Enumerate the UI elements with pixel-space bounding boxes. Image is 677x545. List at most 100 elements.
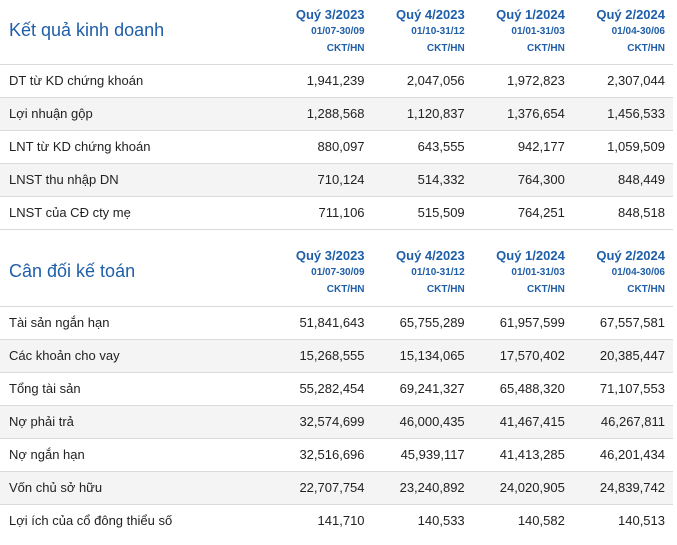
table-row: DT từ KD chứng khoán 1,941,239 2,047,056… xyxy=(0,63,673,97)
row-value: 61,957,599 xyxy=(472,305,573,339)
financial-summary: Kết quả kinh doanh Quý 3/2023 01/07-30/0… xyxy=(0,0,673,537)
row-label: LNST thu nhập DN xyxy=(0,162,273,196)
row-label: Lợi ích của cổ đông thiểu số xyxy=(0,503,273,537)
row-value: 764,251 xyxy=(472,195,573,229)
quarter-link[interactable]: Quý 4/2023 xyxy=(396,247,465,263)
row-value: 20,385,447 xyxy=(572,338,673,372)
table-row: Nợ phải trả 32,574,699 46,000,435 41,467… xyxy=(0,404,673,438)
date-range: 01/04-30/06 xyxy=(611,26,665,37)
row-value: 65,488,320 xyxy=(472,371,573,405)
row-value: 71,107,553 xyxy=(572,371,673,405)
row-value: 41,413,285 xyxy=(472,437,573,471)
row-value: 32,574,699 xyxy=(272,404,373,438)
row-value: 67,557,581 xyxy=(572,305,673,339)
table-row: LNT từ KD chứng khoán 880,097 643,555 94… xyxy=(0,129,673,163)
row-value: 848,449 xyxy=(572,162,673,196)
row-value: 1,059,509 xyxy=(572,129,673,163)
row-value: 32,516,696 xyxy=(272,437,373,471)
column-header[interactable]: Quý 4/2023 01/10-31/12 CKT/HN xyxy=(373,0,473,64)
row-value: 15,268,555 xyxy=(272,338,373,372)
row-value: 51,841,643 xyxy=(272,305,373,339)
quarter-link[interactable]: Quý 1/2024 xyxy=(496,7,565,22)
section-title: Cân đối kế toán xyxy=(9,260,136,281)
row-value: 46,267,811 xyxy=(572,404,673,438)
row-value: 46,000,435 xyxy=(372,404,473,438)
unit-label: CKT/HN xyxy=(627,283,665,295)
row-value: 1,288,568 xyxy=(272,96,373,130)
table-row: Tài sản ngắn hạn 51,841,643 65,755,289 6… xyxy=(0,305,673,339)
column-header[interactable]: Quý 1/2024 01/01-31/03 CKT/HN xyxy=(473,0,573,64)
row-label: Vốn chủ sở hữu xyxy=(0,470,273,504)
row-value: 848,518 xyxy=(572,195,673,229)
date-range: 01/04-30/06 xyxy=(611,266,665,278)
table-row: Nợ ngắn hạn 32,516,696 45,939,117 41,413… xyxy=(0,437,673,471)
row-value: 1,456,533 xyxy=(572,96,673,130)
quarter-link[interactable]: Quý 2/2024 xyxy=(596,247,665,263)
date-range: 01/10-31/12 xyxy=(411,266,465,278)
unit-label: CKT/HN xyxy=(527,283,565,295)
row-label: LNT từ KD chứng khoán xyxy=(0,129,273,163)
table-row: LNST thu nhập DN 710,124 514,332 764,300… xyxy=(0,162,673,196)
row-value: 2,047,056 xyxy=(372,63,473,97)
row-value: 55,282,454 xyxy=(272,371,373,405)
row-value: 514,332 xyxy=(372,162,473,196)
row-value: 24,020,905 xyxy=(472,470,573,504)
row-value: 764,300 xyxy=(472,162,573,196)
quarter-link[interactable]: Quý 3/2023 xyxy=(295,7,365,22)
row-value: 141,710 xyxy=(272,503,373,537)
row-value: 69,241,327 xyxy=(372,371,473,405)
row-label: Tài sản ngắn hạn xyxy=(0,305,273,339)
row-value: 140,582 xyxy=(472,503,573,537)
row-label: Nợ phải trả xyxy=(0,404,273,438)
date-range: 01/07-30/09 xyxy=(311,266,365,278)
quarter-link[interactable]: Quý 1/2024 xyxy=(496,247,565,263)
row-value: 140,533 xyxy=(372,503,473,537)
quarter-link[interactable]: Quý 3/2023 xyxy=(295,247,365,263)
date-range: 01/01-31/03 xyxy=(511,26,565,37)
column-header[interactable]: Quý 2/2024 01/04-30/06 CKT/HN xyxy=(573,0,673,64)
table-row: Lợi ích của cổ đông thiểu số 141,710 140… xyxy=(0,503,673,537)
row-label: Lợi nhuận gộp xyxy=(0,96,273,130)
row-value: 710,124 xyxy=(272,162,373,196)
row-value: 140,513 xyxy=(572,503,673,537)
unit-label: CKT/HN xyxy=(426,283,465,295)
row-label: Các khoản cho vay xyxy=(0,338,273,372)
row-value: 65,755,289 xyxy=(372,305,473,339)
table-row: LNST của CĐ cty mẹ 711,106 515,509 764,2… xyxy=(0,195,673,229)
row-value: 23,240,892 xyxy=(372,470,473,504)
column-header[interactable]: Quý 1/2024 01/01-31/03 CKT/HN xyxy=(473,229,573,306)
unit-label: CKT/HN xyxy=(627,43,665,54)
table-row: Tổng tài sản 55,282,454 69,241,327 65,48… xyxy=(0,371,673,405)
row-label: LNST của CĐ cty mẹ xyxy=(0,195,273,229)
table-row: Các khoản cho vay 15,268,555 15,134,065 … xyxy=(0,338,673,372)
row-value: 942,177 xyxy=(472,129,573,163)
row-value: 515,509 xyxy=(372,195,473,229)
row-value: 880,097 xyxy=(272,129,373,163)
row-value: 22,707,754 xyxy=(272,470,373,504)
table-row: Lợi nhuận gộp 1,288,568 1,120,837 1,376,… xyxy=(0,96,673,130)
row-value: 1,376,654 xyxy=(472,96,573,130)
row-value: 45,939,117 xyxy=(372,437,473,471)
column-header[interactable]: Quý 3/2023 01/07-30/09 CKT/HN xyxy=(272,0,372,64)
row-value: 41,467,415 xyxy=(472,404,573,438)
unit-label: CKT/HN xyxy=(527,43,565,54)
row-label: Nợ ngắn hạn xyxy=(0,437,273,471)
column-header[interactable]: Quý 4/2023 01/10-31/12 CKT/HN xyxy=(373,229,473,306)
row-value: 46,201,434 xyxy=(572,437,673,471)
date-range: 01/10-31/12 xyxy=(411,26,465,37)
column-header[interactable]: Quý 3/2023 01/07-30/09 CKT/HN xyxy=(272,229,372,306)
row-value: 643,555 xyxy=(372,129,473,163)
quarter-link[interactable]: Quý 4/2023 xyxy=(396,7,465,22)
balance-sheet-table: Cân đối kế toán Quý 3/2023 01/07-30/09 C… xyxy=(0,229,673,537)
row-value: 17,570,402 xyxy=(472,338,573,372)
quarter-link[interactable]: Quý 2/2024 xyxy=(596,7,665,22)
row-value: 2,307,044 xyxy=(572,63,673,97)
section-title: Kết quả kinh doanh xyxy=(9,20,165,40)
table-row: Vốn chủ sở hữu 22,707,754 23,240,892 24,… xyxy=(0,470,673,504)
date-range: 01/01-31/03 xyxy=(511,266,565,278)
income-statement-table: Kết quả kinh doanh Quý 3/2023 01/07-30/0… xyxy=(0,0,673,229)
row-value: 1,941,239 xyxy=(272,63,373,97)
column-header[interactable]: Quý 2/2024 01/04-30/06 CKT/HN xyxy=(573,229,673,306)
row-value: 15,134,065 xyxy=(372,338,473,372)
unit-label: CKT/HN xyxy=(326,43,365,54)
